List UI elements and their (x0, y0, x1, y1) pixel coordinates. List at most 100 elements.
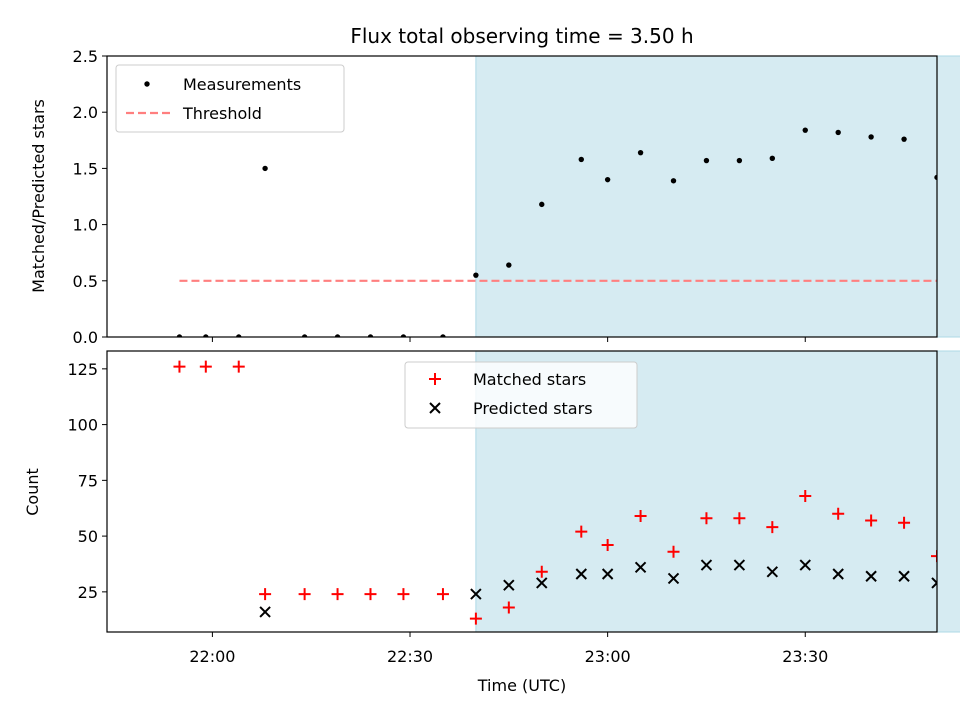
matched-point (173, 360, 186, 373)
count-axes-frame (106, 350, 938, 633)
legend-measurements-marker (144, 81, 150, 87)
measurement-point (400, 334, 407, 337)
matched-point (259, 588, 272, 601)
measurement-point (736, 157, 743, 164)
predicted-point (601, 568, 614, 580)
matched-point (397, 588, 410, 601)
measurement-point (301, 334, 308, 337)
predicted-point (259, 606, 271, 618)
matched-point (733, 512, 746, 525)
measurement-point (703, 157, 710, 164)
matched-point (898, 516, 911, 529)
ratio-axes-frame (106, 55, 938, 338)
predicted-point (931, 577, 937, 589)
count-y-tick-label: 75 (78, 471, 98, 490)
matched-point (469, 612, 482, 625)
predicted-point (634, 561, 647, 574)
predicted-point (766, 566, 779, 578)
measurement-point (176, 334, 183, 337)
predicted-point (667, 572, 680, 585)
ratio-y-tick-label: 0.0 (73, 328, 98, 347)
matched-point (865, 514, 878, 527)
measurement-point (236, 334, 242, 337)
count-y-tick-label: 50 (78, 527, 98, 546)
measurement-point (835, 129, 841, 136)
measurement-point (367, 334, 374, 337)
matched-point (298, 588, 311, 601)
predicted-point (898, 570, 910, 582)
ratio-y-tick-label: 1.5 (73, 159, 98, 178)
ratio-y-tick-label: 2.5 (73, 47, 98, 66)
measurement-point (769, 155, 776, 161)
count-y-tick-label: 25 (78, 583, 98, 602)
x-tick-label: 23:00 (585, 647, 631, 666)
x-axis-label: Time (UTC) (477, 676, 566, 695)
legend-predicted-label: Predicted stars (473, 399, 593, 418)
legend-measurements-label: Measurements (183, 75, 301, 94)
matched-point (634, 510, 647, 523)
matched-point (766, 521, 779, 534)
matched-point (601, 539, 614, 552)
count-legend: Matched stars Predicted stars (404, 361, 638, 429)
predicted-point (700, 559, 713, 571)
matched-point (502, 601, 515, 614)
matched-point (931, 550, 937, 563)
matched-point (575, 525, 588, 538)
measurement-point (868, 134, 874, 140)
ratio-y-axis-label: Matched/Predicted stars (29, 99, 48, 293)
measurement-point (203, 334, 209, 337)
matched-point (331, 588, 344, 601)
matched-point (232, 360, 245, 373)
chart-title: Flux total observing time = 3.50 h (350, 24, 693, 48)
count-y-tick-label: 125 (67, 360, 98, 379)
ratio-y-tick-label: 0.5 (73, 272, 98, 291)
measurement-point (578, 156, 584, 163)
measurement-point (539, 201, 545, 208)
matched-point (700, 512, 713, 525)
measurement-point (670, 178, 677, 184)
predicted-point (832, 568, 844, 580)
predicted-point (799, 559, 811, 571)
measurement-point (473, 272, 479, 278)
matched-point (799, 489, 812, 502)
legend-predicted-marker (429, 402, 441, 414)
matched-point (535, 565, 548, 578)
measurement-point (802, 127, 808, 133)
measurement-point (506, 262, 512, 268)
legend-matched-label: Matched stars (473, 370, 586, 389)
matched-point (364, 588, 377, 601)
predicted-point (536, 577, 548, 589)
measurement-point (901, 136, 907, 142)
count-y-axis-label: Count (23, 468, 42, 516)
measurement-point (334, 334, 341, 337)
x-tick-label: 23:30 (782, 647, 828, 666)
measurement-point (604, 176, 611, 183)
ratio-y-tick-label: 1.0 (73, 216, 98, 235)
measurement-point (262, 165, 268, 172)
measurement-point (440, 334, 446, 337)
predicted-point (733, 559, 746, 571)
ratio-panel: 0.0 0.5 1.0 1.5 2.0 2.5 (73, 47, 960, 347)
x-tick-label: 22:30 (387, 647, 433, 666)
ratio-legend-box (115, 64, 345, 133)
ratio-plot-area (176, 127, 937, 337)
ratio-y-tick-label: 2.0 (73, 103, 98, 122)
legend-matched-marker (429, 373, 441, 385)
count-plot-area (173, 360, 937, 625)
ratio-legend: Measurements Threshold (115, 64, 345, 133)
matched-point (199, 360, 212, 373)
matched-point (667, 545, 680, 558)
predicted-point (575, 568, 587, 580)
count-y-tick-label: 100 (67, 416, 98, 435)
matched-point (436, 588, 449, 601)
x-tick-label: 22:00 (189, 647, 235, 666)
measurement-point (637, 149, 644, 156)
legend-threshold-label: Threshold (182, 104, 262, 123)
count-legend-box (404, 361, 638, 429)
predicted-point (503, 579, 515, 591)
predicted-point (470, 588, 482, 600)
matched-point (832, 507, 845, 520)
predicted-point (865, 570, 877, 582)
measurement-point (934, 174, 937, 181)
